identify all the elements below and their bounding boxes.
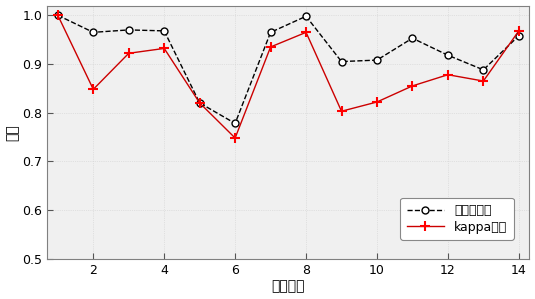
kappa选取 [516, 29, 522, 33]
Line: 本发明方法: 本发明方法 [55, 12, 522, 127]
Legend: 本发明方法, kappa选取: 本发明方法, kappa选取 [400, 198, 514, 240]
本发明方法 [55, 13, 61, 17]
kappa选取 [303, 30, 309, 34]
本发明方法 [268, 30, 274, 34]
本发明方法 [161, 29, 167, 33]
本发明方法 [516, 34, 522, 38]
kappa选取 [409, 84, 416, 88]
kappa选取 [55, 13, 61, 17]
kappa选取 [338, 109, 345, 113]
X-axis label: 标签序号: 标签序号 [272, 280, 305, 293]
kappa选取 [374, 100, 380, 104]
kappa选取 [232, 136, 238, 140]
本发明方法 [90, 30, 96, 34]
kappa选取 [161, 47, 167, 50]
本发明方法 [126, 28, 132, 32]
kappa选取 [90, 88, 96, 91]
kappa选取 [445, 73, 451, 77]
本发明方法 [374, 58, 380, 62]
本发明方法 [445, 54, 451, 57]
Y-axis label: 精度: 精度 [5, 124, 20, 141]
本发明方法 [338, 60, 345, 63]
本发明方法 [409, 36, 416, 40]
本发明方法 [480, 68, 486, 72]
本发明方法 [303, 14, 309, 18]
Line: kappa选取: kappa选取 [53, 10, 524, 143]
本发明方法 [232, 122, 238, 125]
kappa选取 [268, 45, 274, 49]
本发明方法 [196, 101, 203, 105]
kappa选取 [196, 101, 203, 105]
kappa选取 [480, 79, 486, 83]
kappa选取 [126, 51, 132, 55]
